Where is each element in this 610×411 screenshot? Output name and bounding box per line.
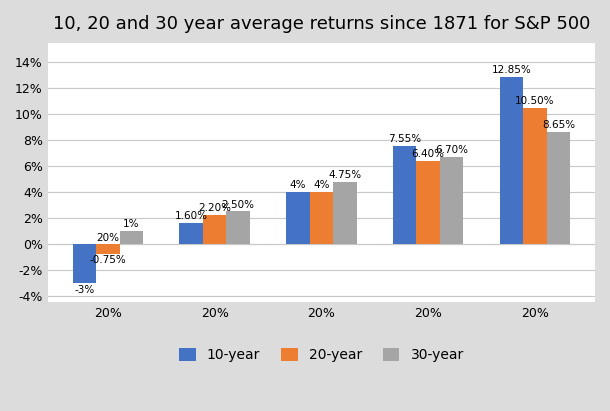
Legend: 10-year, 20-year, 30-year: 10-year, 20-year, 30-year [173, 343, 469, 368]
Bar [120, 231, 143, 244]
Bar [393, 146, 417, 244]
Text: 4%: 4% [290, 180, 306, 190]
Text: 8.65%: 8.65% [542, 120, 575, 130]
Text: 6.70%: 6.70% [435, 145, 468, 155]
Bar [547, 132, 570, 244]
Text: 6.40%: 6.40% [412, 149, 445, 159]
Text: 20%: 20% [96, 233, 120, 243]
Text: -3%: -3% [74, 285, 95, 295]
Bar [286, 192, 310, 244]
Text: 1.60%: 1.60% [174, 211, 207, 221]
Bar [440, 157, 464, 244]
Text: 4%: 4% [313, 180, 329, 190]
Bar [96, 244, 120, 254]
Text: 4.75%: 4.75% [328, 170, 361, 180]
Bar [179, 223, 203, 244]
Bar [73, 244, 96, 283]
Bar [500, 77, 523, 244]
Bar [203, 215, 226, 244]
Text: 7.55%: 7.55% [388, 134, 422, 144]
Bar [226, 212, 250, 244]
Text: 2.20%: 2.20% [198, 203, 231, 213]
Text: 12.85%: 12.85% [492, 65, 531, 75]
Bar [310, 192, 333, 244]
Bar [333, 182, 357, 244]
Text: 2.50%: 2.50% [221, 199, 254, 210]
Bar [417, 161, 440, 244]
Text: 10.50%: 10.50% [515, 96, 554, 106]
Title: 10, 20 and 30 year average returns since 1871 for S&P 500: 10, 20 and 30 year average returns since… [52, 15, 590, 33]
Text: 1%: 1% [123, 219, 140, 229]
Bar [523, 108, 547, 244]
Text: -0.75%: -0.75% [90, 255, 126, 265]
